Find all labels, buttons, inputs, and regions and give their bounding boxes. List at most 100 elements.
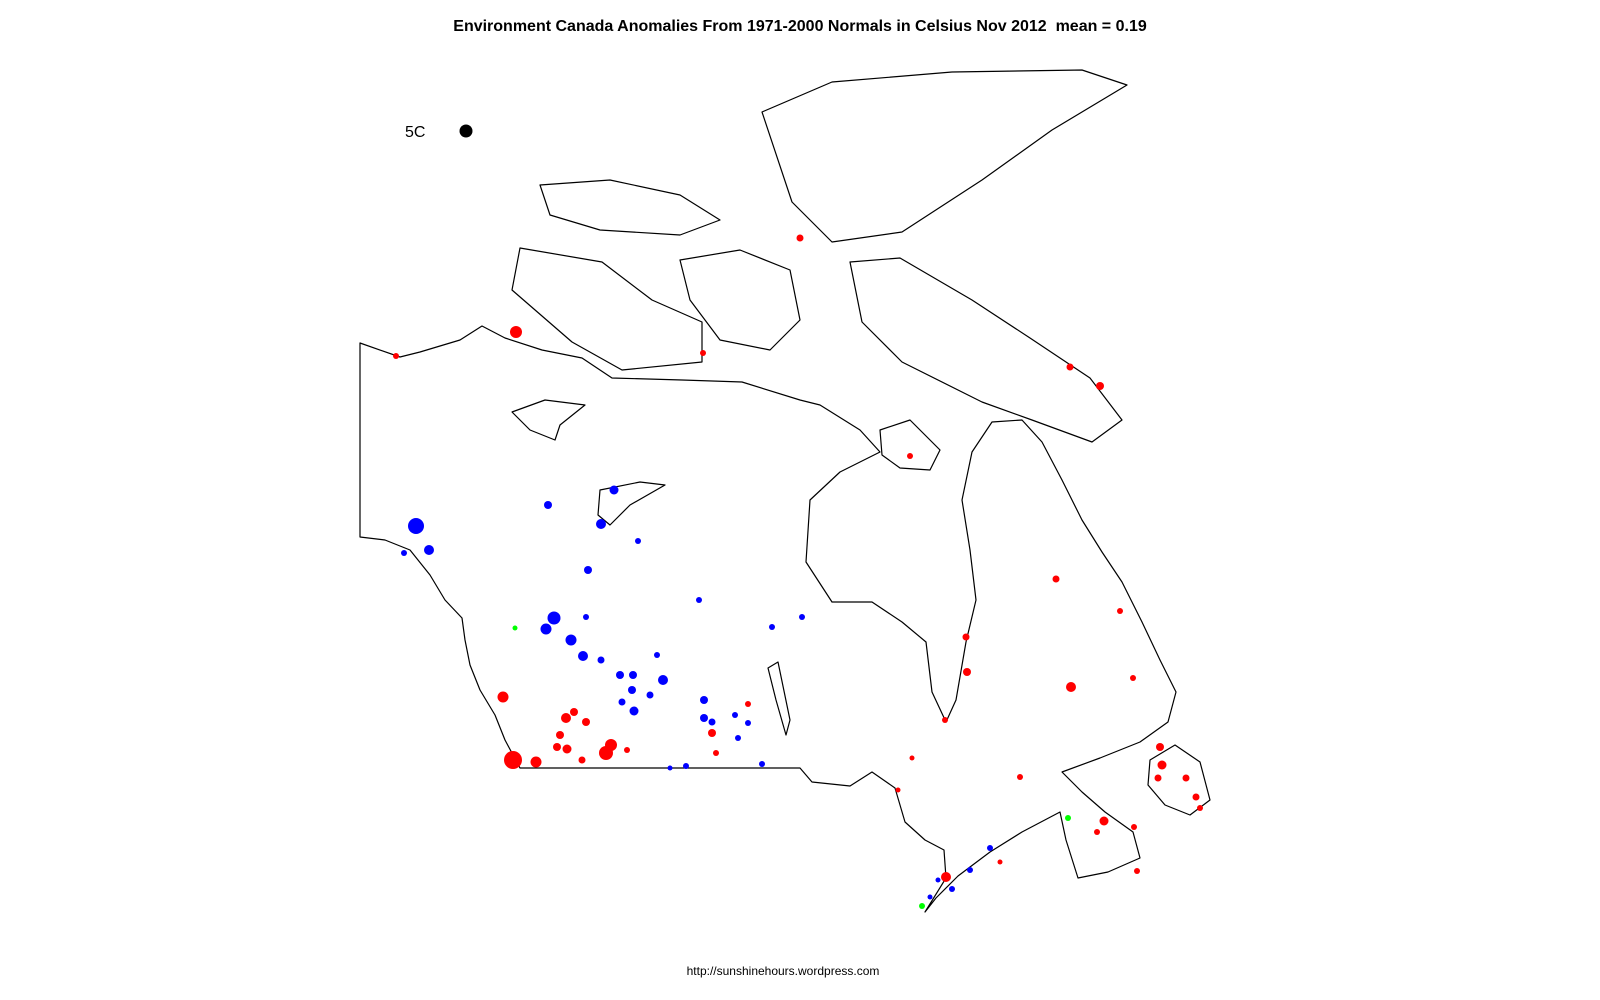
station-dot bbox=[907, 453, 913, 459]
station-dot bbox=[629, 671, 637, 679]
station-dot bbox=[628, 686, 636, 694]
station-dot bbox=[562, 744, 572, 754]
station-dot bbox=[544, 501, 552, 509]
station-dot bbox=[1192, 793, 1200, 801]
mainland bbox=[359, 325, 1177, 913]
station-dot bbox=[927, 894, 933, 900]
station-dot bbox=[635, 538, 641, 544]
station-dot bbox=[1117, 608, 1123, 614]
station-dot bbox=[713, 750, 719, 756]
station-dot bbox=[582, 718, 590, 726]
station-dot bbox=[1094, 829, 1100, 835]
station-dot bbox=[618, 698, 626, 706]
lake-winnipeg bbox=[767, 661, 791, 736]
station-dot bbox=[1131, 824, 1137, 830]
station-dot bbox=[1156, 743, 1164, 751]
station-dot bbox=[646, 691, 654, 699]
station-dot bbox=[530, 756, 542, 768]
station-dot bbox=[565, 634, 577, 646]
footer-url: http://sunshinehours.wordpress.com bbox=[687, 964, 880, 978]
station-dot bbox=[941, 872, 951, 882]
station-dot bbox=[570, 708, 578, 716]
station-dot bbox=[401, 550, 407, 556]
station-dot bbox=[504, 751, 522, 769]
station-dot bbox=[667, 765, 673, 771]
legend-symbol bbox=[459, 124, 473, 138]
station-dot bbox=[553, 743, 561, 751]
station-dot bbox=[942, 717, 948, 723]
ellesmere-island bbox=[761, 69, 1128, 243]
station-dot bbox=[1052, 575, 1060, 583]
station-dot bbox=[1182, 774, 1190, 782]
station-dot bbox=[745, 720, 751, 726]
station-dot bbox=[393, 353, 399, 359]
station-dot bbox=[658, 675, 668, 685]
southampton-island bbox=[879, 419, 941, 471]
station-dot bbox=[696, 597, 702, 603]
station-dot bbox=[796, 234, 804, 242]
station-dot bbox=[654, 652, 660, 658]
station-dot bbox=[732, 712, 738, 718]
great-slave-lake bbox=[597, 481, 666, 526]
station-dot bbox=[700, 714, 708, 722]
station-dot bbox=[759, 761, 765, 767]
station-dot bbox=[605, 739, 617, 751]
station-dot bbox=[895, 787, 901, 793]
station-dot bbox=[735, 735, 741, 741]
station-dot bbox=[708, 729, 716, 737]
victoria-island bbox=[511, 247, 703, 371]
station-dot bbox=[1134, 868, 1140, 874]
station-dot bbox=[769, 624, 775, 630]
station-dot bbox=[510, 326, 522, 338]
land-outlines bbox=[359, 69, 1211, 913]
station-dot bbox=[1157, 760, 1167, 770]
station-dot bbox=[700, 350, 706, 356]
station-dot bbox=[584, 566, 592, 574]
station-dot bbox=[963, 668, 971, 676]
legend-label: 5C bbox=[405, 124, 425, 141]
baffin-island bbox=[849, 257, 1123, 443]
station-dot bbox=[609, 485, 619, 495]
station-dot bbox=[561, 713, 571, 723]
station-dot bbox=[700, 696, 708, 704]
station-dot bbox=[408, 518, 424, 534]
station-dot bbox=[578, 756, 586, 764]
station-dot bbox=[1099, 816, 1109, 826]
station-dot bbox=[424, 545, 434, 555]
station-dot bbox=[997, 859, 1003, 865]
station-dot bbox=[1017, 774, 1023, 780]
station-dot bbox=[624, 747, 630, 753]
station-dot bbox=[540, 623, 552, 635]
stations bbox=[393, 234, 1203, 909]
station-dot bbox=[583, 614, 589, 620]
station-dot bbox=[799, 614, 805, 620]
station-dot bbox=[987, 845, 993, 851]
station-dot bbox=[1066, 682, 1076, 692]
devon-island bbox=[539, 179, 721, 236]
station-dot bbox=[629, 706, 639, 716]
station-dot bbox=[597, 656, 605, 664]
station-dot bbox=[616, 671, 624, 679]
station-dot bbox=[967, 867, 973, 873]
station-dot bbox=[578, 651, 588, 661]
map-title: Environment Canada Anomalies From 1971-2… bbox=[453, 18, 1147, 35]
station-dot bbox=[708, 718, 716, 726]
station-dot bbox=[556, 731, 564, 739]
station-dot bbox=[1154, 774, 1162, 782]
station-dot bbox=[1065, 815, 1071, 821]
banks-island bbox=[679, 249, 801, 351]
station-dot bbox=[745, 701, 751, 707]
station-dot bbox=[683, 763, 689, 769]
station-dot bbox=[1130, 675, 1136, 681]
station-dot bbox=[949, 886, 955, 892]
station-dot bbox=[547, 611, 561, 625]
station-dot bbox=[909, 755, 915, 761]
station-dot bbox=[1096, 382, 1104, 390]
station-dot bbox=[919, 903, 925, 909]
station-dot bbox=[1066, 363, 1074, 371]
station-dot bbox=[596, 519, 606, 529]
station-dot bbox=[962, 633, 970, 641]
station-dot bbox=[512, 625, 518, 631]
